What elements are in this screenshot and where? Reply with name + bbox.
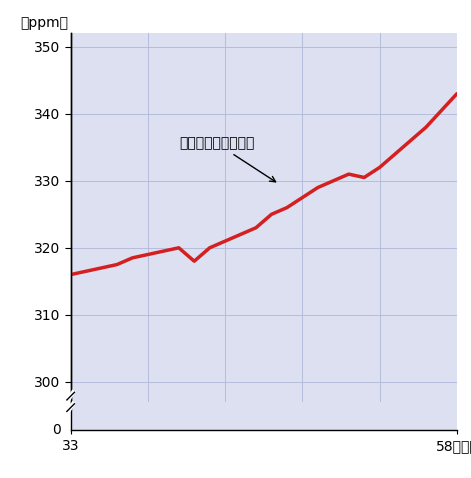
Text: ハワイ・マウナロア: ハワイ・マウナロア [179, 136, 276, 182]
Text: （ppm）: （ppm） [20, 16, 68, 30]
Text: 0: 0 [52, 423, 61, 437]
